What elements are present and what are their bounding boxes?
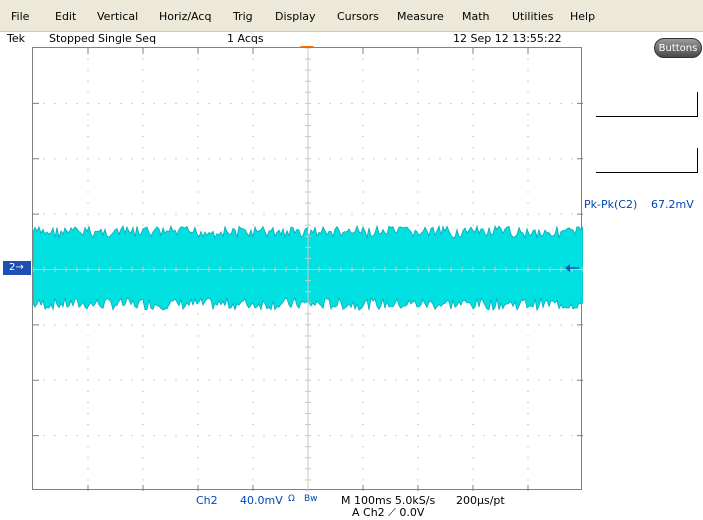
menu-file[interactable]: File	[11, 10, 30, 23]
measurement-slot-1[interactable]	[596, 92, 698, 117]
acquisition-state: Stopped	[49, 32, 95, 45]
menu-cursors[interactable]: Cursors	[337, 10, 379, 23]
ch2-marker-label: 2	[9, 262, 16, 273]
brand-label: Tek	[7, 32, 25, 45]
channel-scale[interactable]: 40.0mV	[240, 494, 283, 507]
acquisition-mode: Single Seq	[98, 32, 157, 45]
menu-horiz-acq[interactable]: Horiz/Acq	[159, 10, 212, 23]
menu-math[interactable]: Math	[462, 10, 490, 23]
acquisition-count: 1 Acqs	[227, 32, 264, 45]
measurement-label: Pk-Pk(C2)	[584, 198, 638, 211]
ch2-ground-marker[interactable]: 2→	[3, 261, 31, 275]
waveform-graticule[interactable]	[32, 47, 583, 491]
measurement-value: 67.2mV	[651, 198, 694, 211]
ground-level-arrow-icon	[565, 264, 579, 272]
measurement-slot-2[interactable]	[596, 148, 698, 173]
menu-vertical[interactable]: Vertical	[97, 10, 139, 23]
channel-label[interactable]: Ch2	[196, 494, 218, 507]
resolution-readout: 200µs/pt	[456, 494, 505, 507]
menu-utilities[interactable]: Utilities	[512, 10, 554, 23]
timebase-readout[interactable]: M 100ms 5.0kS/s	[341, 494, 436, 507]
bandwidth-limit-icon: Bw	[304, 494, 318, 504]
menu-trig[interactable]: Trig	[233, 10, 253, 23]
menu-edit[interactable]: Edit	[55, 10, 77, 23]
menu-display[interactable]: Display	[275, 10, 316, 23]
coupling-icon: Ω	[288, 494, 295, 504]
menu-help[interactable]: Help	[570, 10, 596, 23]
ch2-marker-arrow-icon: →	[15, 262, 24, 273]
grid-center-axes-overlay	[33, 48, 583, 491]
menu-measure[interactable]: Measure	[397, 10, 444, 23]
graticule-canvas	[33, 48, 583, 491]
buttons-button[interactable]: Buttons	[654, 38, 702, 58]
date-time: 12 Sep 12 13:55:22	[453, 32, 562, 45]
trigger-readout[interactable]: A Ch2 ⟋ 0.0V	[352, 506, 425, 519]
menu-bar: File Edit Vertical Horiz/Acq Trig Displa…	[0, 0, 703, 32]
